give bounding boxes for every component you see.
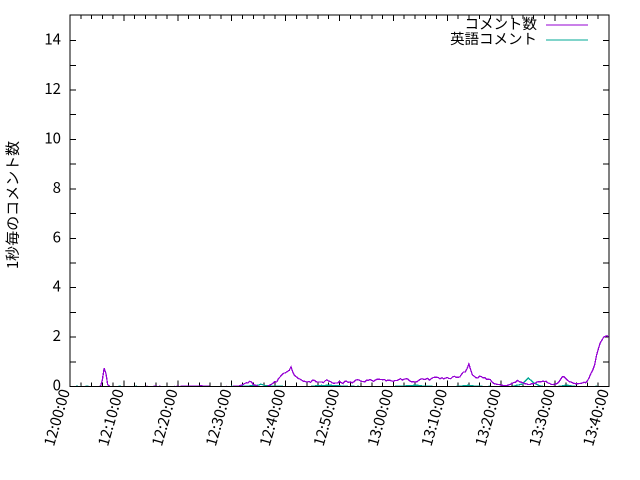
svg-text:英語コメント: 英語コメント (450, 28, 537, 49)
svg-text:14: 14 (44, 29, 61, 50)
svg-text:10: 10 (44, 127, 61, 148)
svg-text:13:00:00: 13:00:00 (362, 387, 398, 449)
svg-text:12:50:00: 12:50:00 (308, 387, 344, 449)
svg-text:1秒毎のコメント数: 1秒毎のコメント数 (2, 141, 23, 269)
svg-text:6: 6 (53, 226, 61, 247)
svg-text:8: 8 (53, 177, 61, 198)
svg-text:12:10:00: 12:10:00 (92, 387, 128, 449)
svg-text:12:20:00: 12:20:00 (146, 387, 182, 449)
svg-text:2: 2 (53, 325, 61, 346)
svg-text:12:00:00: 12:00:00 (39, 387, 75, 449)
svg-text:12: 12 (44, 78, 61, 99)
svg-text:4: 4 (53, 276, 61, 297)
svg-text:13:40:00: 13:40:00 (578, 387, 614, 449)
svg-text:13:10:00: 13:10:00 (416, 387, 452, 449)
svg-text:13:30:00: 13:30:00 (524, 387, 560, 449)
svg-text:13:20:00: 13:20:00 (470, 387, 506, 449)
svg-text:12:30:00: 12:30:00 (200, 387, 236, 449)
svg-text:12:40:00: 12:40:00 (254, 387, 290, 449)
